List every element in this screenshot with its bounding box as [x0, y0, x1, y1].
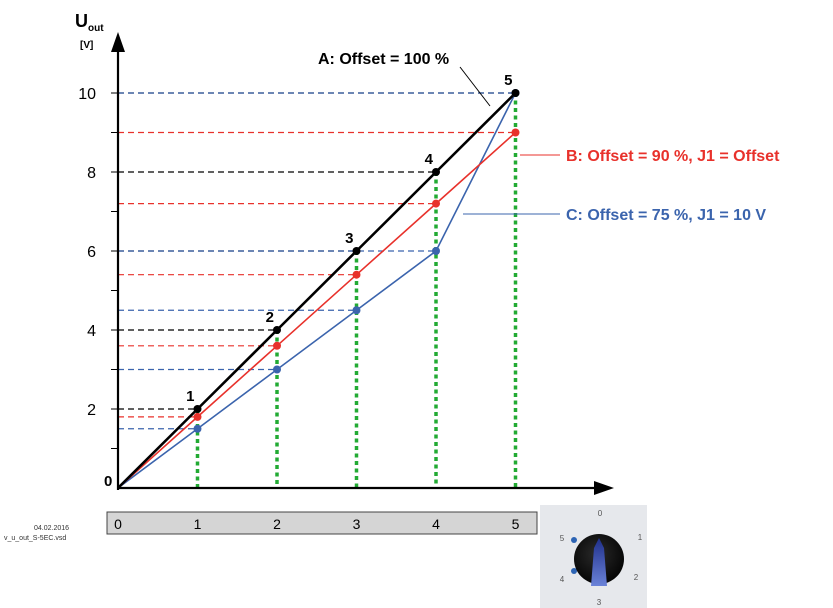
x-tick-label-1: 1	[194, 516, 202, 532]
x-scale-box	[106, 511, 538, 535]
data-points: 1 2 3 4 5	[186, 72, 520, 433]
x-tick-labels: 0 1 2 3 4 5	[114, 516, 520, 532]
series-line-c	[117, 92, 517, 489]
point-a-4	[432, 168, 440, 176]
series-line-b	[117, 131, 517, 489]
y-tick-label-10: 10	[78, 86, 96, 103]
y-axis-arrow	[111, 32, 125, 52]
dial-label-3: 3	[597, 598, 602, 607]
x-tick-label-4: 4	[432, 516, 440, 532]
y-axis-unit: [V]	[80, 40, 93, 51]
point-label-5: 5	[504, 72, 512, 89]
y-axis-subscript: out	[88, 23, 104, 34]
point-label-4: 4	[425, 151, 434, 168]
point-c-2	[273, 365, 281, 374]
y-ticks: 2 4 6 8 10	[78, 86, 118, 449]
series-lines	[117, 92, 517, 489]
point-a-3	[352, 247, 361, 255]
origin-label: 0	[104, 473, 112, 490]
point-b-4	[432, 199, 440, 208]
legend-a: A: Offset = 100 %	[318, 51, 449, 68]
dial-label-0: 0	[598, 509, 603, 518]
y-tick-label-4: 4	[87, 323, 96, 340]
legend-c: C: Offset = 75 %, J1 = 10 V	[566, 207, 766, 224]
dial-label-1: 1	[638, 533, 643, 542]
y-tick-label-6: 6	[87, 244, 96, 261]
x-tick-label-0: 0	[114, 516, 122, 532]
point-a-1	[193, 405, 202, 413]
dial-label-4: 4	[560, 575, 565, 584]
y-axis-title: Uout	[75, 11, 104, 34]
x-tick-label-5: 5	[512, 516, 520, 532]
series-line-a	[117, 92, 517, 489]
dial-dot-5	[571, 537, 577, 543]
point-label-2: 2	[266, 309, 274, 326]
dial-dot-4	[571, 568, 577, 574]
dial-pointer	[591, 538, 607, 586]
stamp-date: 04.02.2016	[34, 525, 69, 532]
x-tick-label-2: 2	[273, 516, 281, 532]
stamp-file: v_u_out_S-5EC.vsd	[4, 535, 66, 542]
y-tick-label-2: 2	[87, 402, 96, 419]
point-b-3	[352, 270, 361, 279]
dial-label-2: 2	[634, 573, 639, 582]
point-b-2	[273, 341, 281, 350]
y-axis-symbol: U	[75, 11, 88, 31]
y-tick-label-8: 8	[87, 165, 96, 182]
rotary-switch-photo: 0 1 2 3 4 5	[540, 505, 647, 608]
legend-b: B: Offset = 90 %, J1 = Offset	[566, 148, 780, 165]
dial-labels: 0 1 2 3 4 5	[560, 509, 643, 607]
x-axis-arrow	[594, 481, 614, 495]
point-b-1	[193, 412, 202, 421]
point-label-3: 3	[345, 230, 353, 247]
legend-a-leader	[459, 66, 491, 107]
x-tick-label-3: 3	[353, 516, 361, 532]
point-a-2	[273, 326, 281, 334]
point-c-3	[352, 306, 361, 315]
point-b-5	[511, 128, 520, 137]
point-c-1	[193, 424, 202, 433]
point-c-4	[432, 247, 440, 255]
point-a-5	[511, 89, 520, 97]
dial-label-5: 5	[560, 534, 565, 543]
point-label-1: 1	[186, 388, 194, 405]
